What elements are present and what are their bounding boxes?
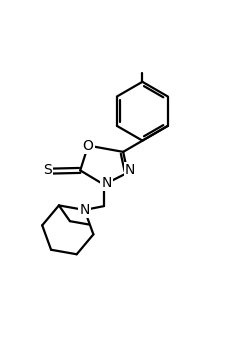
Text: S: S: [43, 163, 52, 178]
Text: N: N: [124, 163, 135, 177]
Text: O: O: [82, 139, 93, 153]
Text: N: N: [101, 176, 111, 190]
Text: N: N: [79, 203, 89, 217]
